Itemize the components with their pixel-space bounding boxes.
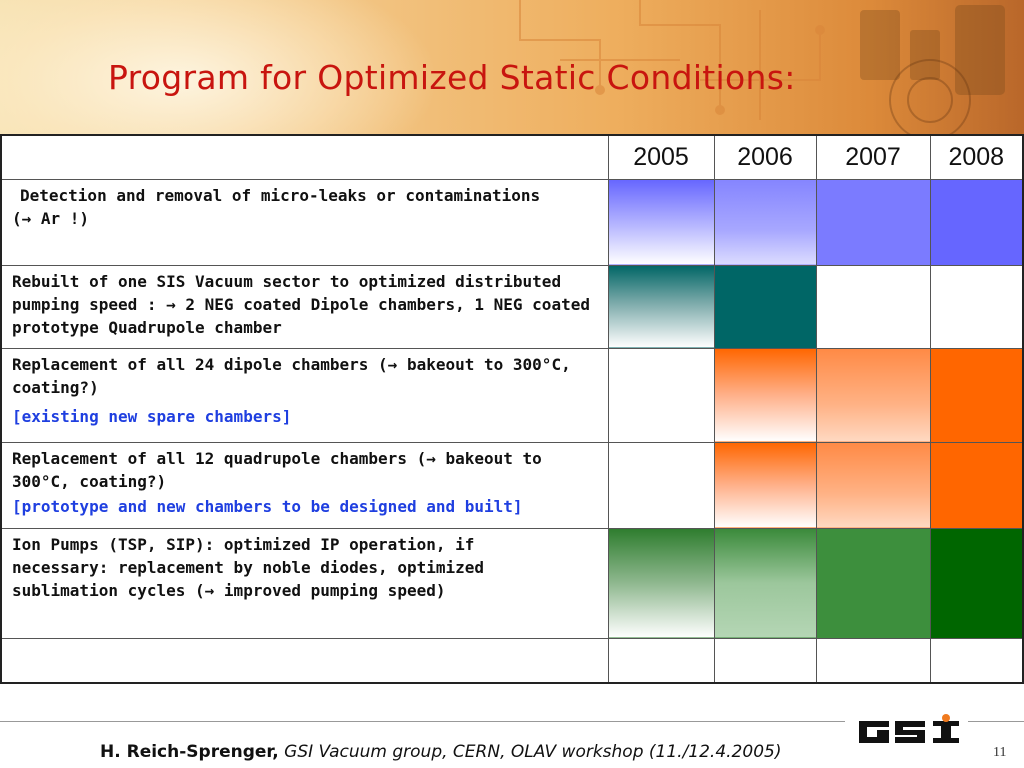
header-corner-cell — [0, 134, 609, 180]
schedule-cell — [929, 527, 1024, 639]
schedule-cell — [713, 347, 817, 443]
schedule-cell — [713, 637, 817, 684]
title-banner — [0, 0, 1024, 135]
page-number: 11 — [993, 745, 1007, 760]
gsi-logo — [859, 714, 959, 743]
table-row: Detection and removal of micro-leaks or … — [0, 178, 1024, 266]
task-text: Rebuilt of one SIS Vacuum sector to opti… — [12, 271, 590, 337]
schedule-cell — [713, 264, 817, 349]
task-text-line2: (→ Ar !) — [12, 208, 90, 228]
task-cell: Rebuilt of one SIS Vacuum sector to opti… — [0, 264, 609, 349]
task-cell: Replacement of all 24 dipole chambers (→… — [0, 347, 609, 443]
banner-glow — [0, 0, 440, 135]
schedule-cell — [607, 441, 715, 529]
schedule-cell — [607, 178, 715, 266]
schedule-cell — [815, 264, 931, 349]
table-row: Ion Pumps (TSP, SIP): optimized IP opera… — [0, 527, 1024, 639]
schedule-cell — [713, 527, 817, 639]
schedule-cell — [815, 527, 931, 639]
task-text: Ion Pumps (TSP, SIP): optimized IP opera… — [12, 534, 485, 600]
task-cell: Ion Pumps (TSP, SIP): optimized IP opera… — [0, 527, 609, 639]
footer-author: H. Reich-Sprenger, — [100, 742, 279, 762]
schedule-cell — [929, 637, 1024, 684]
task-note: [prototype and new chambers to be design… — [12, 496, 523, 516]
schedule-cell — [815, 347, 931, 443]
schedule-cell — [929, 441, 1024, 529]
table-row — [0, 637, 1024, 684]
table-header-row: 2005 2006 2007 2008 — [0, 134, 1024, 180]
circuit-decoration — [519, 0, 1005, 135]
year-header-2005: 2005 — [607, 134, 715, 180]
year-header-2006: 2006 — [713, 134, 817, 180]
task-text: Replacement of all 24 dipole chambers (→… — [12, 354, 571, 397]
task-text: Detection and removal of micro-leaks or … — [20, 185, 541, 205]
year-header-2008: 2008 — [929, 134, 1024, 180]
task-cell: Replacement of all 12 quadrupole chamber… — [0, 441, 609, 529]
schedule-cell — [929, 178, 1024, 266]
schedule-cell — [929, 347, 1024, 443]
schedule-cell — [815, 637, 931, 684]
footer-text: H. Reich-Sprenger, GSI Vacuum group, CER… — [100, 742, 781, 762]
table-row: Replacement of all 24 dipole chambers (→… — [0, 347, 1024, 443]
footer-event: GSI Vacuum group, CERN, OLAV workshop (1… — [278, 742, 782, 762]
task-note: [existing new spare chambers] — [12, 406, 292, 426]
footer-divider-right — [968, 721, 1024, 722]
schedule-cell — [815, 178, 931, 266]
schedule-cell — [607, 637, 715, 684]
task-cell — [0, 637, 609, 684]
footer-divider-left — [0, 721, 845, 722]
schedule-cell — [713, 441, 817, 529]
schedule-cell — [713, 178, 817, 266]
year-header-2007: 2007 — [815, 134, 931, 180]
schedule-cell — [815, 441, 931, 529]
table-row: Replacement of all 12 quadrupole chamber… — [0, 441, 1024, 529]
schedule-cell — [607, 527, 715, 639]
schedule-cell — [929, 264, 1024, 349]
slide-title: Program for Optimized Static Conditions: — [108, 58, 796, 97]
schedule-table: 2005 2006 2007 2008 Detection and remova… — [0, 134, 1024, 684]
task-text: Replacement of all 12 quadrupole chamber… — [12, 448, 542, 491]
schedule-cell — [607, 347, 715, 443]
schedule-cell — [607, 264, 715, 349]
table-row: Rebuilt of one SIS Vacuum sector to opti… — [0, 264, 1024, 349]
task-cell: Detection and removal of micro-leaks or … — [0, 178, 609, 266]
